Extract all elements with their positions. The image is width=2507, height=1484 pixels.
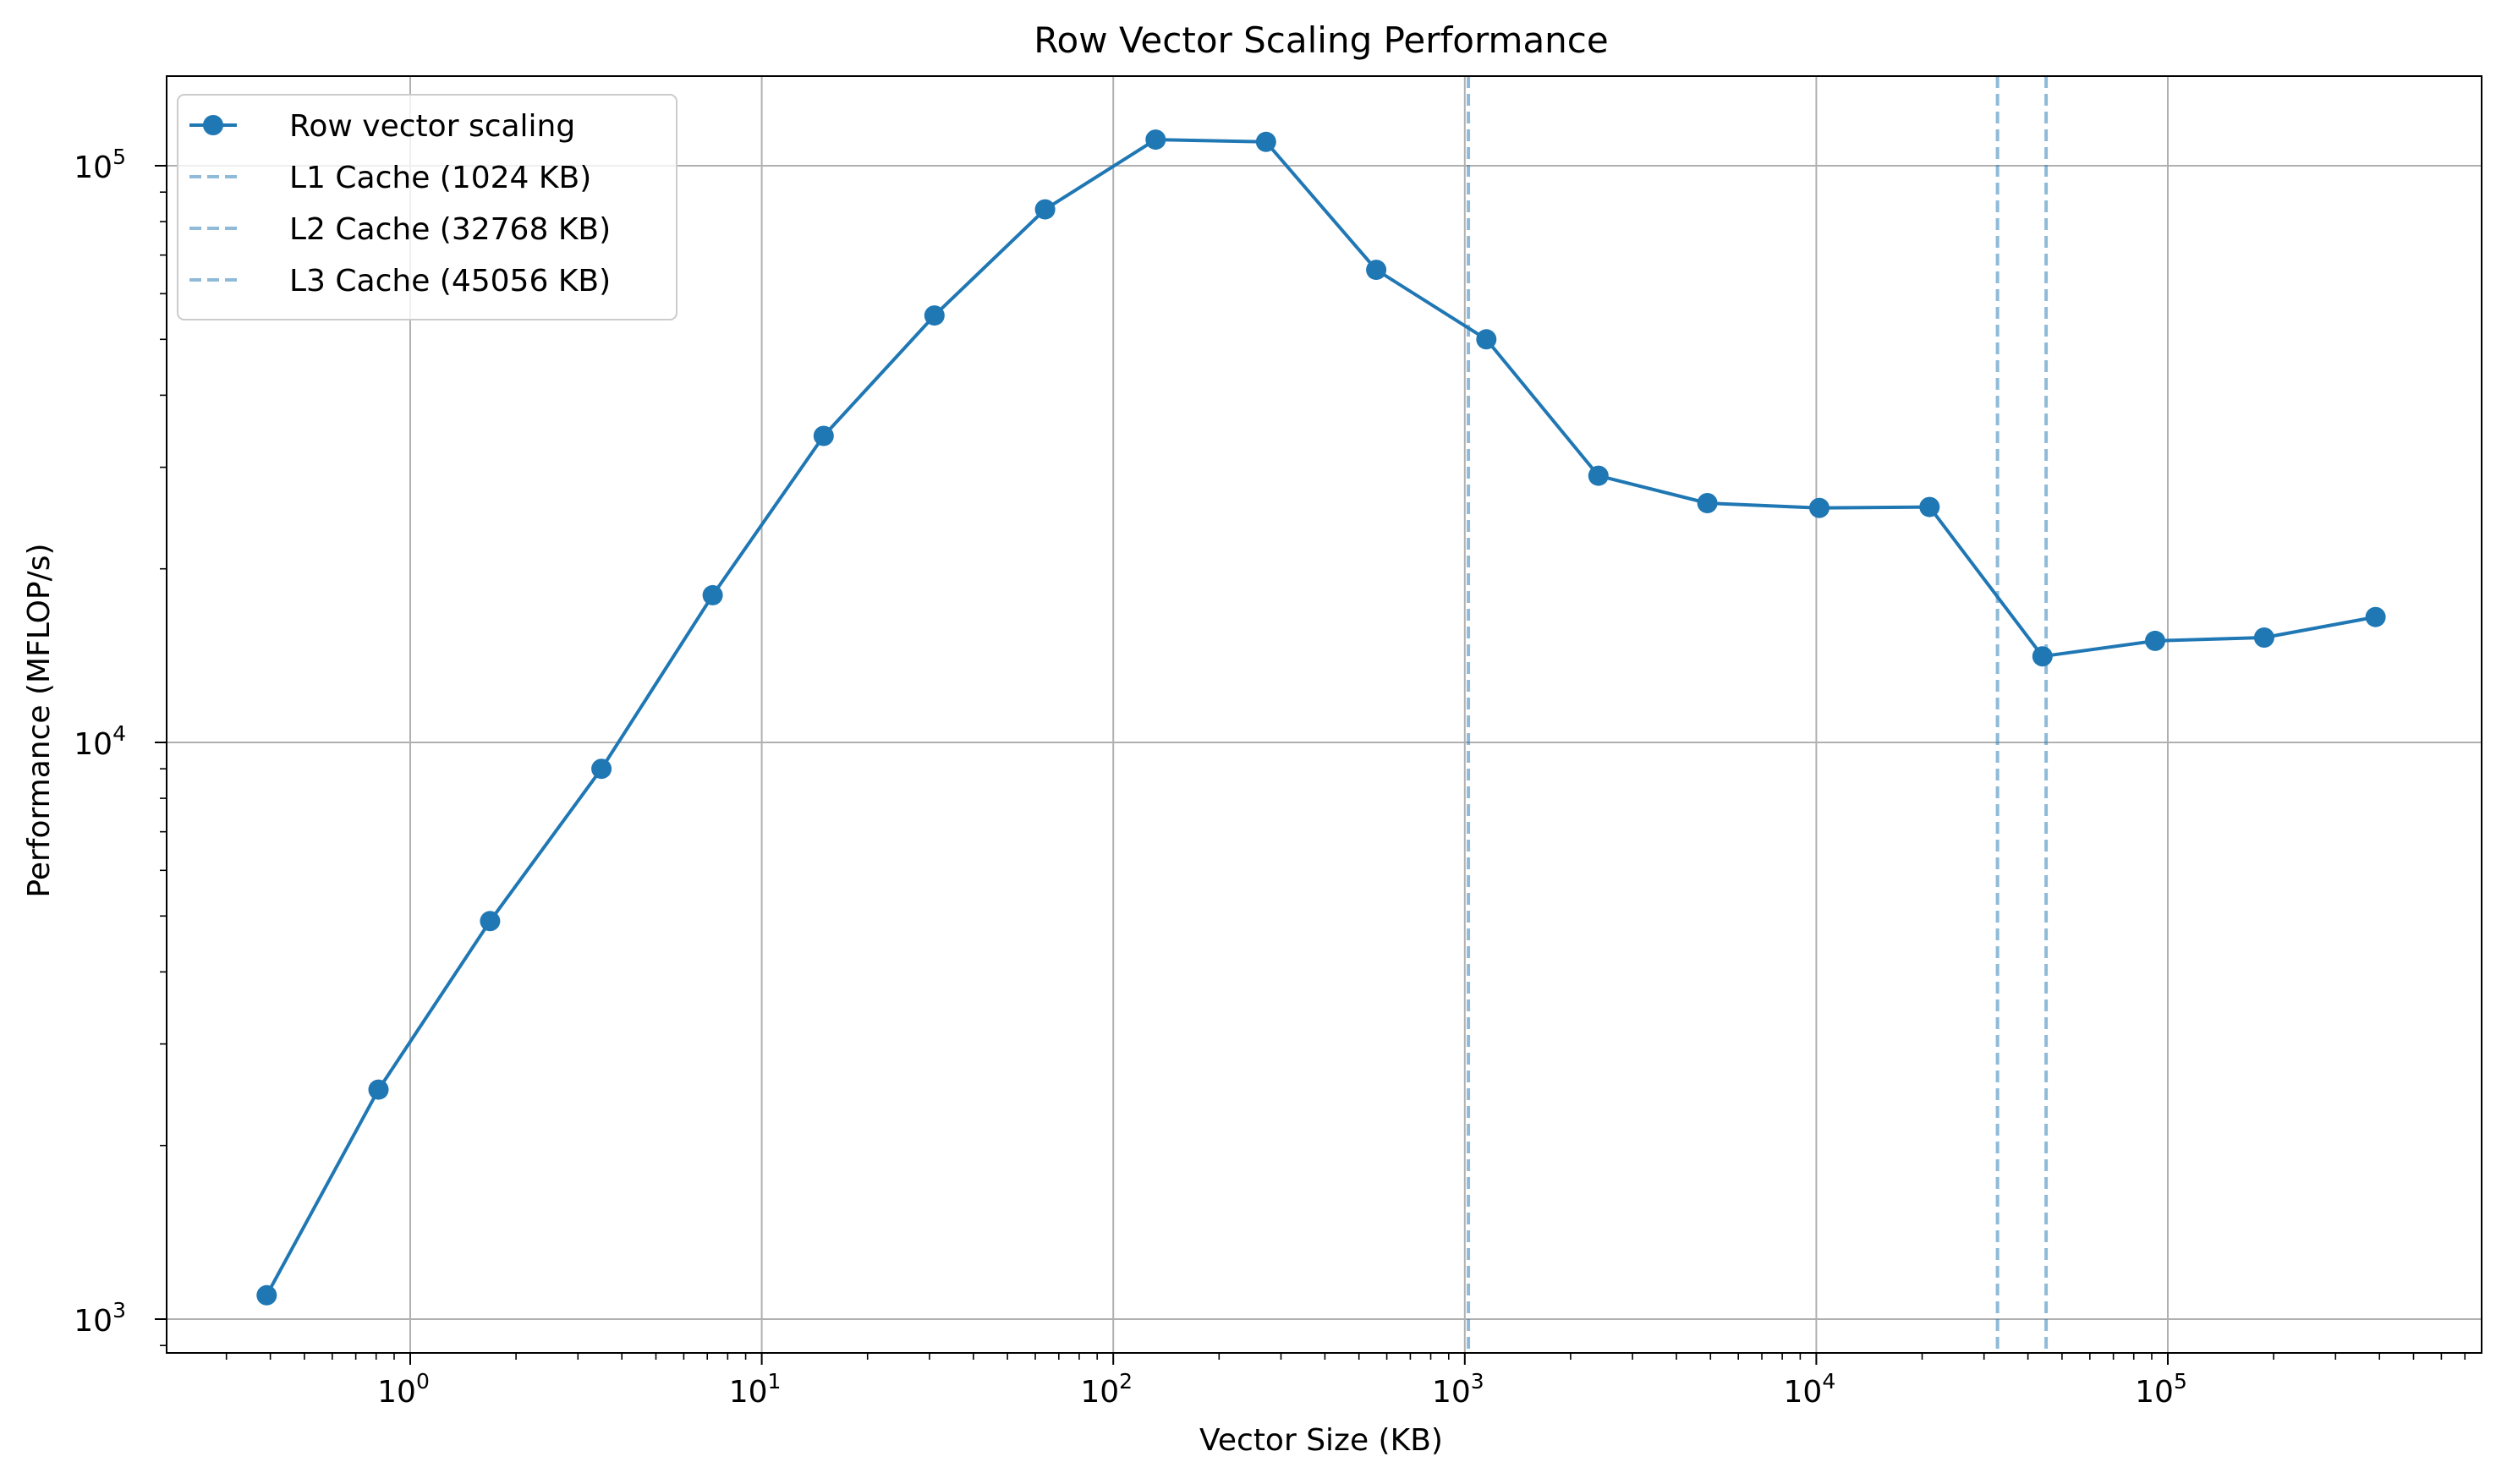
data-point bbox=[1809, 497, 1830, 518]
data-point bbox=[1588, 465, 1609, 486]
legend-label: L1 Cache (1024 KB) bbox=[289, 161, 591, 195]
data-point bbox=[1476, 329, 1497, 350]
data-point bbox=[1034, 199, 1056, 220]
data-point bbox=[702, 584, 723, 605]
data-point bbox=[1919, 496, 1940, 517]
data-point bbox=[368, 1079, 389, 1100]
data-point bbox=[2365, 606, 2386, 627]
x-axis-label: Vector Size (KB) bbox=[1199, 1423, 1443, 1458]
series-layer bbox=[256, 129, 2386, 1306]
y-axis-label: Performance (MFLOP/s) bbox=[22, 543, 57, 897]
data-point bbox=[1145, 129, 1166, 151]
data-point bbox=[480, 911, 501, 932]
data-point bbox=[256, 1284, 277, 1306]
data-point bbox=[1366, 260, 1387, 281]
legend-label: L2 Cache (32768 KB) bbox=[289, 212, 611, 247]
legend: Row vector scaling L1 Cache (1024 KB) L2 C… bbox=[177, 94, 677, 320]
data-point bbox=[2145, 630, 2165, 651]
plot-area-frame bbox=[166, 75, 2482, 1354]
legend-label: Row vector scaling bbox=[289, 109, 575, 144]
data-point bbox=[924, 305, 945, 326]
legend-label: L3 Cache (45056 KB) bbox=[289, 264, 611, 298]
legend-box bbox=[177, 94, 677, 320]
data-point bbox=[813, 425, 834, 446]
data-point bbox=[2032, 646, 2053, 667]
data-point bbox=[591, 758, 612, 780]
series-line bbox=[265, 138, 2376, 1296]
chart-title: Row Vector Scaling Performance bbox=[1034, 19, 1609, 61]
data-point bbox=[1255, 131, 1276, 152]
x-tick-label: 104 bbox=[1784, 1369, 1836, 1410]
data-point bbox=[1697, 493, 1718, 513]
legend-marker bbox=[203, 115, 223, 135]
data-point bbox=[2253, 627, 2274, 648]
